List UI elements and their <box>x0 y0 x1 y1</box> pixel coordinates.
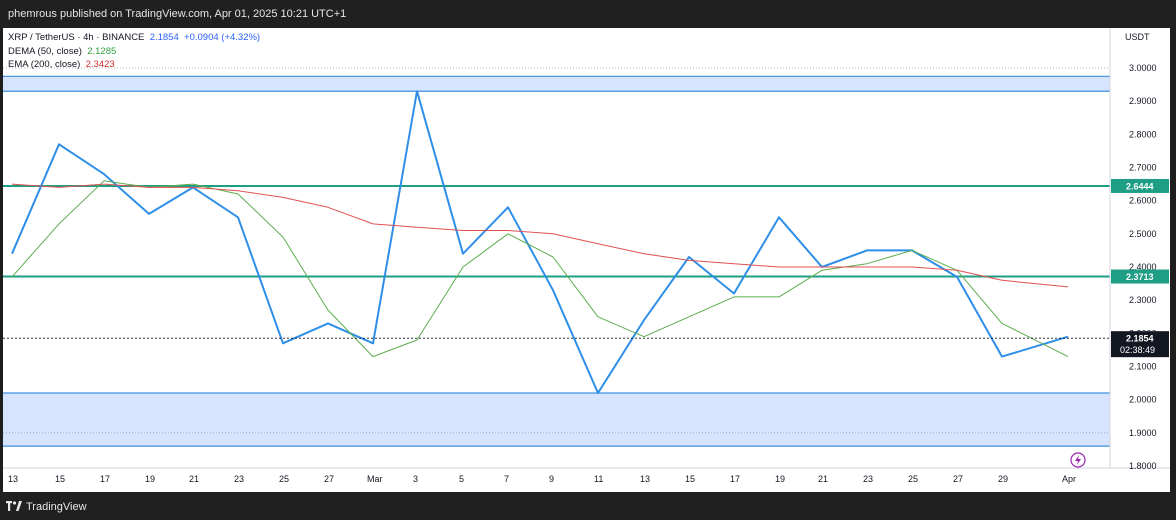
date-tick-label: 9 <box>549 474 554 484</box>
legend-dema-row: DEMA (50, close) 2.1285 <box>8 45 260 59</box>
chart-legend: XRP / TetherUS · 4h · BINANCE 2.1854 +0.… <box>8 31 260 72</box>
date-tick-label: 23 <box>863 474 873 484</box>
price-tick-label: 2.9000 <box>1129 96 1157 106</box>
legend-ema-value: 2.3423 <box>85 59 115 70</box>
legend-ema-label: EMA (200, close) <box>8 59 81 70</box>
price-tick-label: 3.0000 <box>1129 63 1157 73</box>
date-tick-label: 7 <box>504 474 509 484</box>
lightning-icon[interactable] <box>1070 452 1086 468</box>
price-tick-label: 2.5000 <box>1129 229 1157 239</box>
date-tick-label: 29 <box>998 474 1008 484</box>
price-tick-label: 2.4000 <box>1129 262 1157 272</box>
date-tick-label: 25 <box>279 474 289 484</box>
footer-brand: TradingView <box>26 501 87 513</box>
tradingview-logo-icon <box>6 501 22 511</box>
zone-1 <box>3 393 1110 447</box>
price-tick-label: 2.1000 <box>1129 362 1157 372</box>
price-tick-label: 2.8000 <box>1129 129 1157 139</box>
date-tick-label: 21 <box>818 474 828 484</box>
level-price-label-upper: 2.6444 <box>1126 181 1154 191</box>
legend-change: +0.0904 (+4.32%) <box>184 32 261 43</box>
date-tick-label: Mar <box>367 474 383 484</box>
date-tick-label: 27 <box>953 474 963 484</box>
price-tick-label: 2.7000 <box>1129 163 1157 173</box>
price-tick-label: 2.0000 <box>1129 395 1157 405</box>
date-tick-label: 15 <box>55 474 65 484</box>
date-tick-label: 13 <box>8 474 18 484</box>
dema-series-line <box>11 180 1069 358</box>
legend-symbol: XRP / TetherUS · 4h · BINANCE <box>8 32 145 43</box>
date-tick-label: 3 <box>413 474 418 484</box>
legend-ema-row: EMA (200, close) 2.3423 <box>8 58 260 72</box>
legend-price: 2.1854 <box>149 32 179 43</box>
price-series-line <box>11 90 1069 394</box>
price-tick-label: 1.9000 <box>1129 428 1157 438</box>
level-price-label-mid-bg <box>1111 269 1169 284</box>
chart-frame[interactable]: USDT 3.0000 2.9000 2.8000 2.7000 2.6000 2.5000… <box>3 28 1170 492</box>
date-tick-label: Apr <box>1062 474 1076 484</box>
date-tick-label: 15 <box>685 474 695 484</box>
date-tick-label: 19 <box>775 474 785 484</box>
current-price-label-bg <box>1111 331 1169 358</box>
ema-series-line <box>11 183 1069 288</box>
lightning-icon-ring <box>1070 452 1086 468</box>
date-tick-label: 27 <box>324 474 334 484</box>
zone-0 <box>3 76 1110 92</box>
level-price-label-upper-bg <box>1111 178 1169 193</box>
bottom-bar: TradingView <box>0 492 1176 520</box>
price-tick-label: 1.8000 <box>1129 461 1157 471</box>
date-tick-label: 17 <box>730 474 740 484</box>
date-tick-label: 5 <box>459 474 464 484</box>
legend-symbol-row: XRP / TetherUS · 4h · BINANCE 2.1854 +0.… <box>8 31 260 45</box>
price-tick-label: 2.3000 <box>1129 295 1157 305</box>
price-chart[interactable]: USDT 3.0000 2.9000 2.8000 2.7000 2.6000 2.5000… <box>3 28 1170 492</box>
date-tick-label: 17 <box>100 474 110 484</box>
legend-dema-value: 2.1285 <box>87 45 117 57</box>
price-tick-label: 2.6000 <box>1129 196 1157 206</box>
countdown-label: 02:38:49 <box>1120 345 1155 355</box>
top-bar: phemrous published on TradingView.com, A… <box>0 0 1176 28</box>
price-axis-bg[interactable] <box>1110 28 1170 492</box>
publisher-text: phemrous published on TradingView.com, A… <box>8 8 347 20</box>
legend-dema-label: DEMA (50, close) <box>8 45 82 57</box>
lightning-icon-bolt <box>1075 455 1081 465</box>
date-tick-label: 25 <box>908 474 918 484</box>
level-price-label-mid: 2.3713 <box>1126 272 1154 282</box>
currency-label: USDT <box>1125 32 1150 42</box>
current-price-label: 2.1854 <box>1126 334 1154 344</box>
date-tick-label: 19 <box>145 474 155 484</box>
date-tick-label: 13 <box>640 474 650 484</box>
date-tick-label: 23 <box>234 474 244 484</box>
date-tick-label: 11 <box>594 474 603 484</box>
date-tick-label: 21 <box>189 474 199 484</box>
